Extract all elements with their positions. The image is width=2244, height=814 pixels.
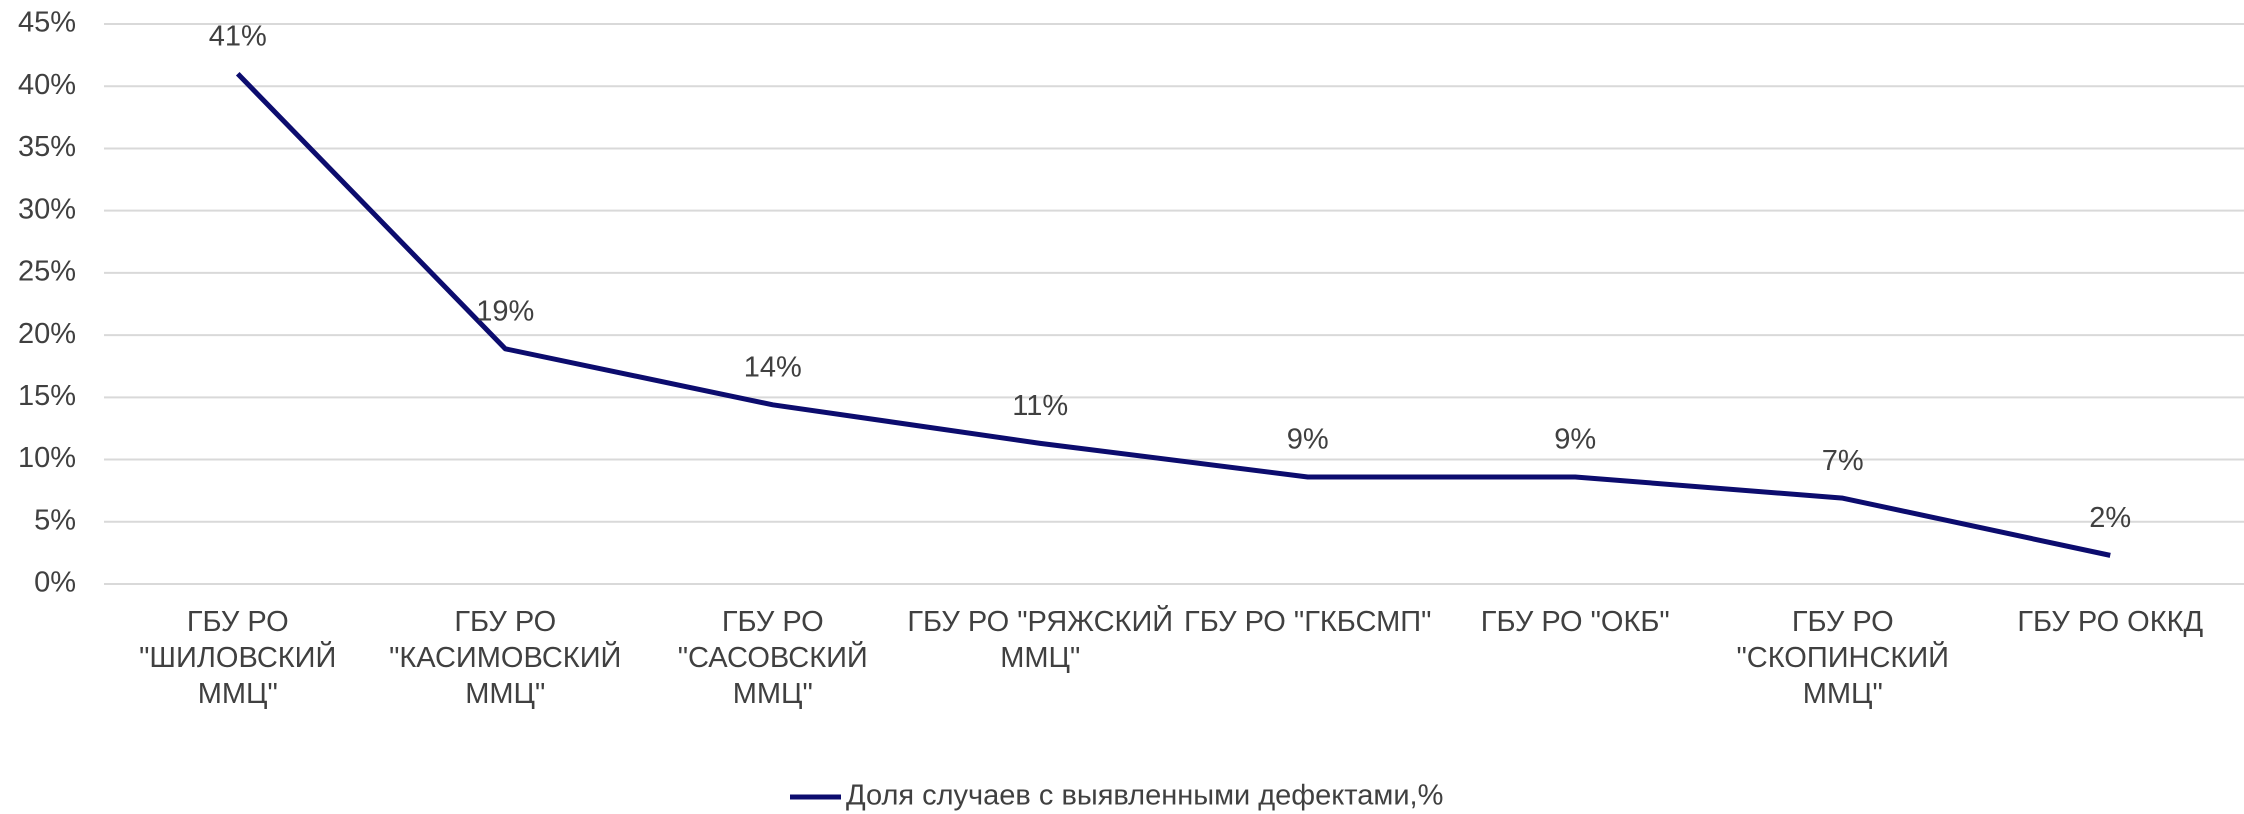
y-tick-label: 45% <box>18 7 76 39</box>
y-tick-label: 40% <box>18 69 76 101</box>
data-label: 11% <box>1012 390 1068 422</box>
data-label: 9% <box>1287 424 1329 456</box>
x-tick-label: ГБУ РО "ОКБ" <box>1480 606 1670 638</box>
y-tick-label: 35% <box>18 131 76 163</box>
y-tick-label: 30% <box>18 193 76 225</box>
x-tick-label: ГБУ РО "ГКБСМП" <box>1184 606 1432 638</box>
x-tick-label: ГБУ РО "САСОВСКИЙ ММЦ" <box>677 606 868 710</box>
legend-label: Доля случаев с выявленными дефектами,% <box>846 780 1443 812</box>
y-tick-label: 20% <box>18 318 76 350</box>
y-tick-label: 0% <box>34 567 76 599</box>
y-tick-label: 10% <box>18 442 76 474</box>
data-label: 19% <box>476 295 534 327</box>
data-label: 14% <box>744 351 802 383</box>
y-tick-label: 25% <box>18 256 76 288</box>
y-tick-label: 5% <box>34 504 76 536</box>
data-label: 41% <box>209 20 267 52</box>
data-label: 9% <box>1554 424 1596 456</box>
x-tick-label: ГБУ РО "ШИЛОВСКИЙ ММЦ" <box>139 606 337 710</box>
data-label: 2% <box>2089 502 2131 534</box>
y-tick-label: 15% <box>18 380 76 412</box>
line-series <box>235 72 2111 558</box>
x-tick-label: ГБУ РО "КАСИМОВСКИЙ ММЦ" <box>389 606 622 710</box>
x-tick-label: ГБУ РО ОККД <box>2017 606 2204 638</box>
x-tick-label: ГБУ РО "РЯЖСКИЙ ММЦ" <box>907 606 1174 674</box>
x-tick-label: ГБУ РО "СКОПИНСКИЙ ММЦ" <box>1736 606 1949 710</box>
data-label: 7% <box>1822 445 1864 477</box>
